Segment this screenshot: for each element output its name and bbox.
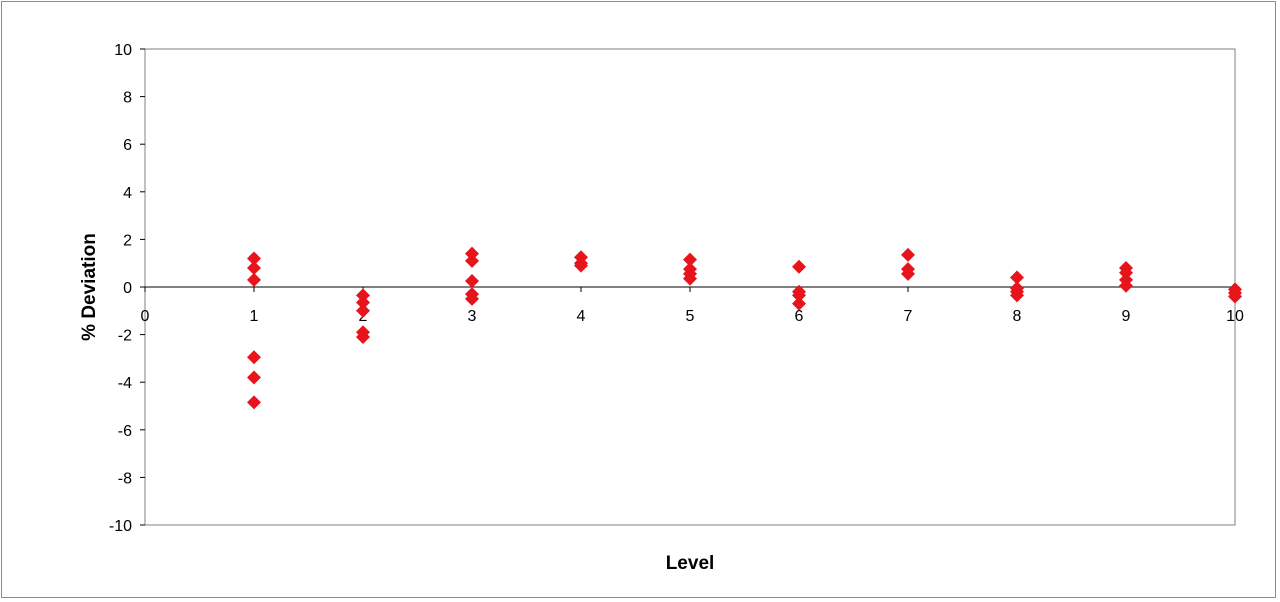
x-tick-label: 10	[1226, 308, 1244, 325]
y-axis-title: % Deviation	[79, 233, 100, 341]
data-point	[465, 274, 479, 289]
x-tick-label: 0	[141, 308, 150, 325]
x-tick-label: 8	[1013, 308, 1022, 325]
x-tick-label: 7	[904, 308, 913, 325]
data-point	[1010, 270, 1024, 285]
y-tick-label: 2	[123, 232, 132, 249]
data-point	[683, 252, 697, 267]
y-tick-label: 4	[123, 185, 132, 202]
x-tick-label: 4	[577, 308, 586, 325]
data-point	[792, 296, 806, 311]
y-tick-label: -4	[118, 375, 132, 392]
data-point	[792, 288, 806, 303]
y-tick-label: 10	[114, 42, 132, 59]
x-tick-label: 6	[795, 308, 804, 325]
y-tick-label: -8	[118, 470, 132, 487]
data-point	[1119, 265, 1133, 280]
data-point	[901, 266, 915, 281]
data-point	[247, 350, 261, 365]
y-tick-label: 0	[123, 280, 132, 297]
data-point	[247, 370, 261, 385]
data-point	[247, 260, 261, 275]
y-tick-label: -10	[109, 518, 132, 535]
x-tick-label: 3	[468, 308, 477, 325]
data-point	[356, 329, 370, 344]
y-tick-label: -2	[118, 328, 132, 345]
data-point	[356, 295, 370, 310]
data-point	[247, 272, 261, 287]
data-point	[1119, 278, 1133, 293]
data-point	[1228, 289, 1242, 304]
x-tick-label: 1	[250, 308, 259, 325]
data-point	[465, 253, 479, 268]
data-point	[465, 291, 479, 306]
y-axis: 10 8 6 4 2 0 -2 -4 -6 -8 -10	[109, 42, 145, 535]
data-point	[356, 303, 370, 318]
x-tick-label: 5	[686, 308, 695, 325]
y-tick-label: 8	[123, 90, 132, 107]
data-points	[247, 246, 1242, 410]
data-point	[792, 259, 806, 274]
data-point	[683, 271, 697, 286]
y-tick-label: 6	[123, 137, 132, 154]
y-tick-label: -6	[118, 423, 132, 440]
data-point	[356, 288, 370, 303]
x-axis-title: Level	[666, 553, 715, 574]
x-tick-label: 9	[1122, 308, 1131, 325]
data-point	[465, 246, 479, 261]
data-point	[574, 258, 588, 273]
data-point	[247, 251, 261, 266]
data-point	[247, 395, 261, 410]
data-point	[901, 247, 915, 262]
data-point	[1010, 288, 1024, 303]
